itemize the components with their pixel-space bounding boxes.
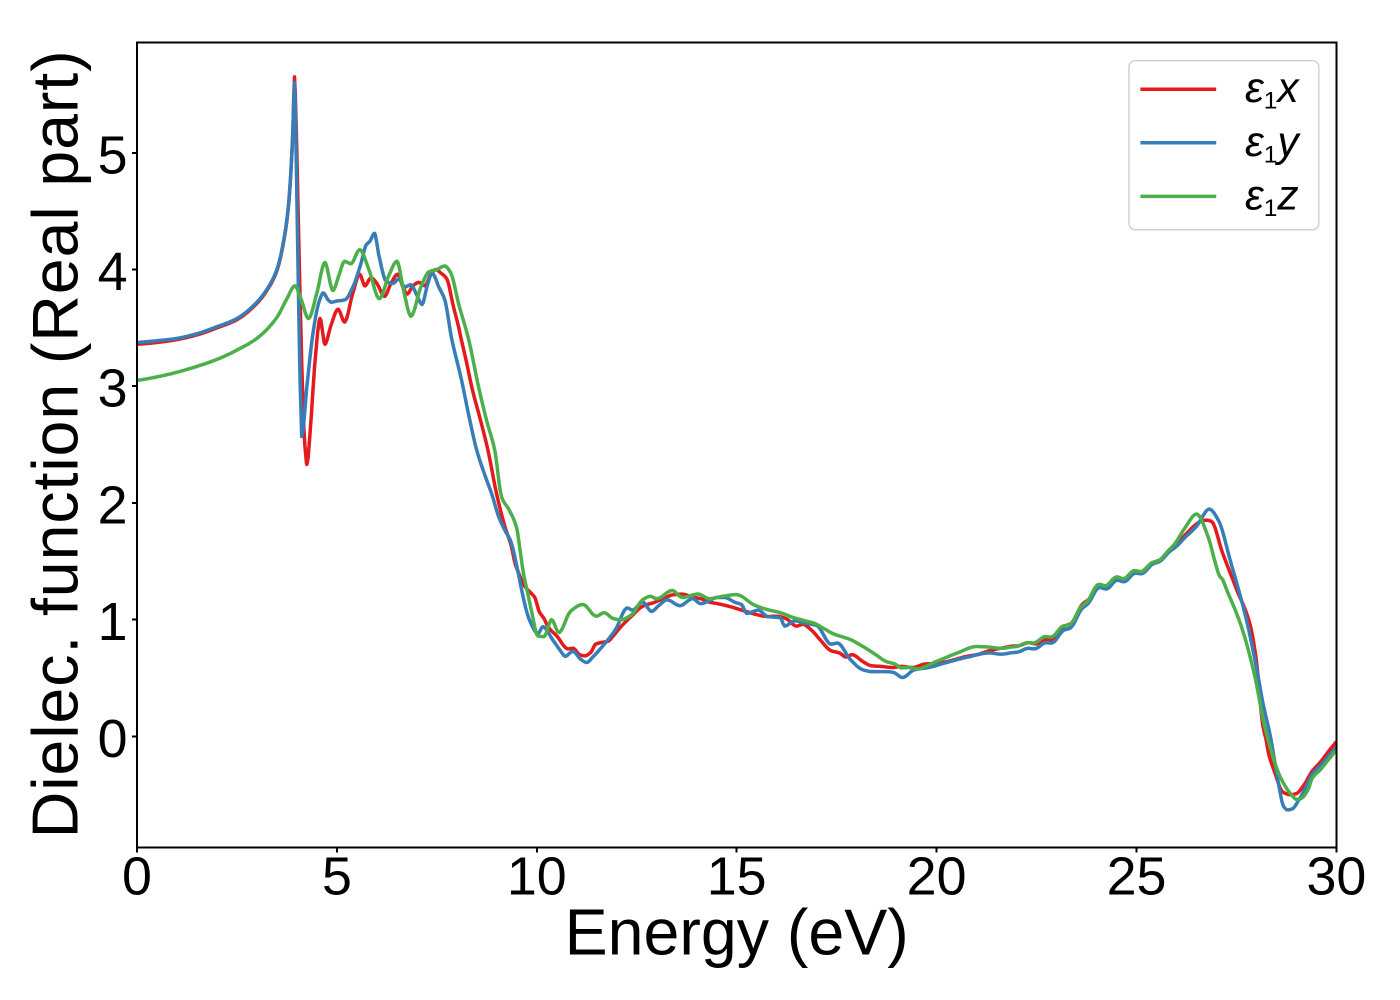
svg-text:ε1x: ε1x	[1245, 65, 1300, 115]
svg-text:Dielec. function (Real part): Dielec. function (Real part)	[20, 50, 92, 839]
svg-text:2: 2	[98, 476, 128, 536]
svg-text:5: 5	[322, 847, 352, 907]
svg-text:Energy (eV): Energy (eV)	[565, 897, 909, 969]
svg-text:4: 4	[98, 242, 128, 302]
svg-text:10: 10	[507, 847, 567, 907]
svg-text:ε1y: ε1y	[1245, 119, 1301, 169]
svg-text:5: 5	[98, 125, 128, 185]
svg-text:0: 0	[122, 847, 152, 907]
svg-text:30: 30	[1306, 847, 1366, 907]
svg-text:25: 25	[1107, 847, 1167, 907]
svg-text:3: 3	[98, 359, 128, 419]
svg-text:1: 1	[98, 592, 128, 652]
svg-text:20: 20	[907, 847, 967, 907]
svg-text:15: 15	[707, 847, 767, 907]
svg-text:0: 0	[98, 709, 128, 769]
